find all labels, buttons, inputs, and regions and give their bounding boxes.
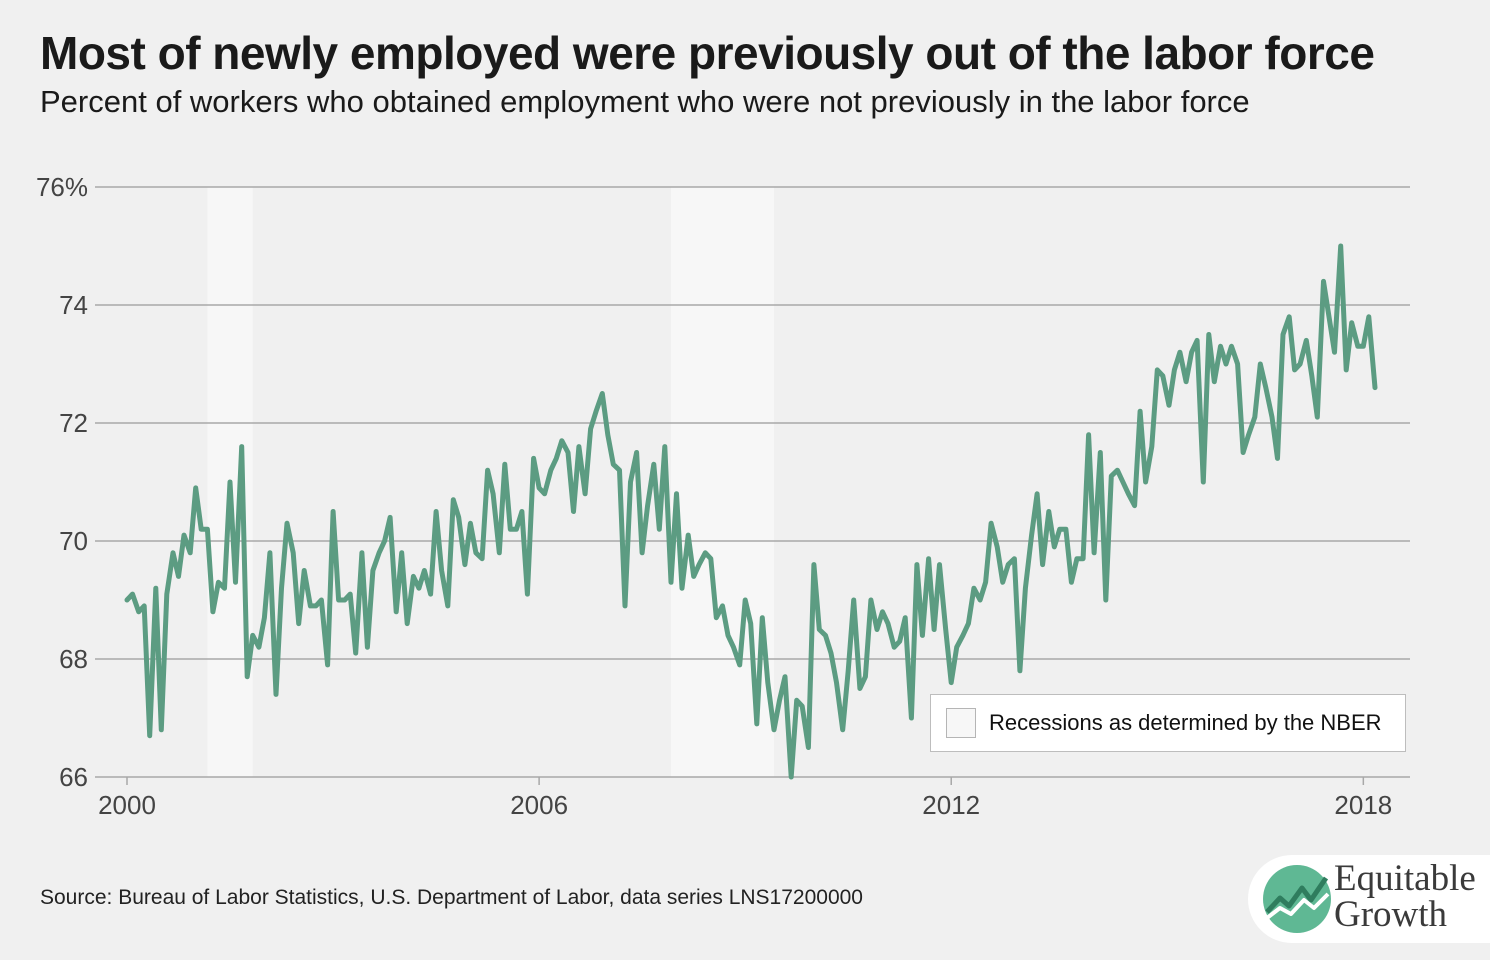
legend-swatch-recession (946, 708, 976, 738)
y-tick-label: 76% (36, 172, 88, 202)
chart-legend: Recessions as determined by the NBER (930, 694, 1406, 752)
x-tick-label: 2018 (1334, 790, 1392, 820)
series-line-1 (124, 243, 1378, 780)
series-line-layer (124, 243, 1378, 780)
y-axis-labels: 76% 74 72 70 68 66 (36, 172, 88, 792)
y-tick-label: 72 (59, 408, 88, 438)
y-tick-label: 74 (59, 290, 88, 320)
x-tick-label: 2012 (922, 790, 980, 820)
chart-subtitle: Percent of workers who obtained employme… (40, 84, 1250, 119)
x-axis: 2000 2006 2012 2018 (98, 777, 1392, 820)
x-tick-label: 2006 (510, 790, 568, 820)
growth-chart-icon (1263, 865, 1331, 933)
logo-text-line1: Equitable (1334, 858, 1476, 899)
equitable-growth-logo: Equitable Growth (1248, 855, 1490, 943)
y-tick-label: 70 (59, 526, 88, 556)
y-tick-label: 66 (59, 762, 88, 792)
source-note: Source: Bureau of Labor Statistics, U.S.… (40, 886, 863, 909)
legend-label-recession: Recessions as determined by the NBER (989, 710, 1382, 735)
chart-title: Most of newly employed were previously o… (40, 27, 1375, 79)
logo-text-line2: Growth (1334, 894, 1448, 935)
logo-text: Equitable Growth (1334, 858, 1476, 935)
y-tick-label: 68 (59, 644, 88, 674)
x-tick-label: 2000 (98, 790, 156, 820)
